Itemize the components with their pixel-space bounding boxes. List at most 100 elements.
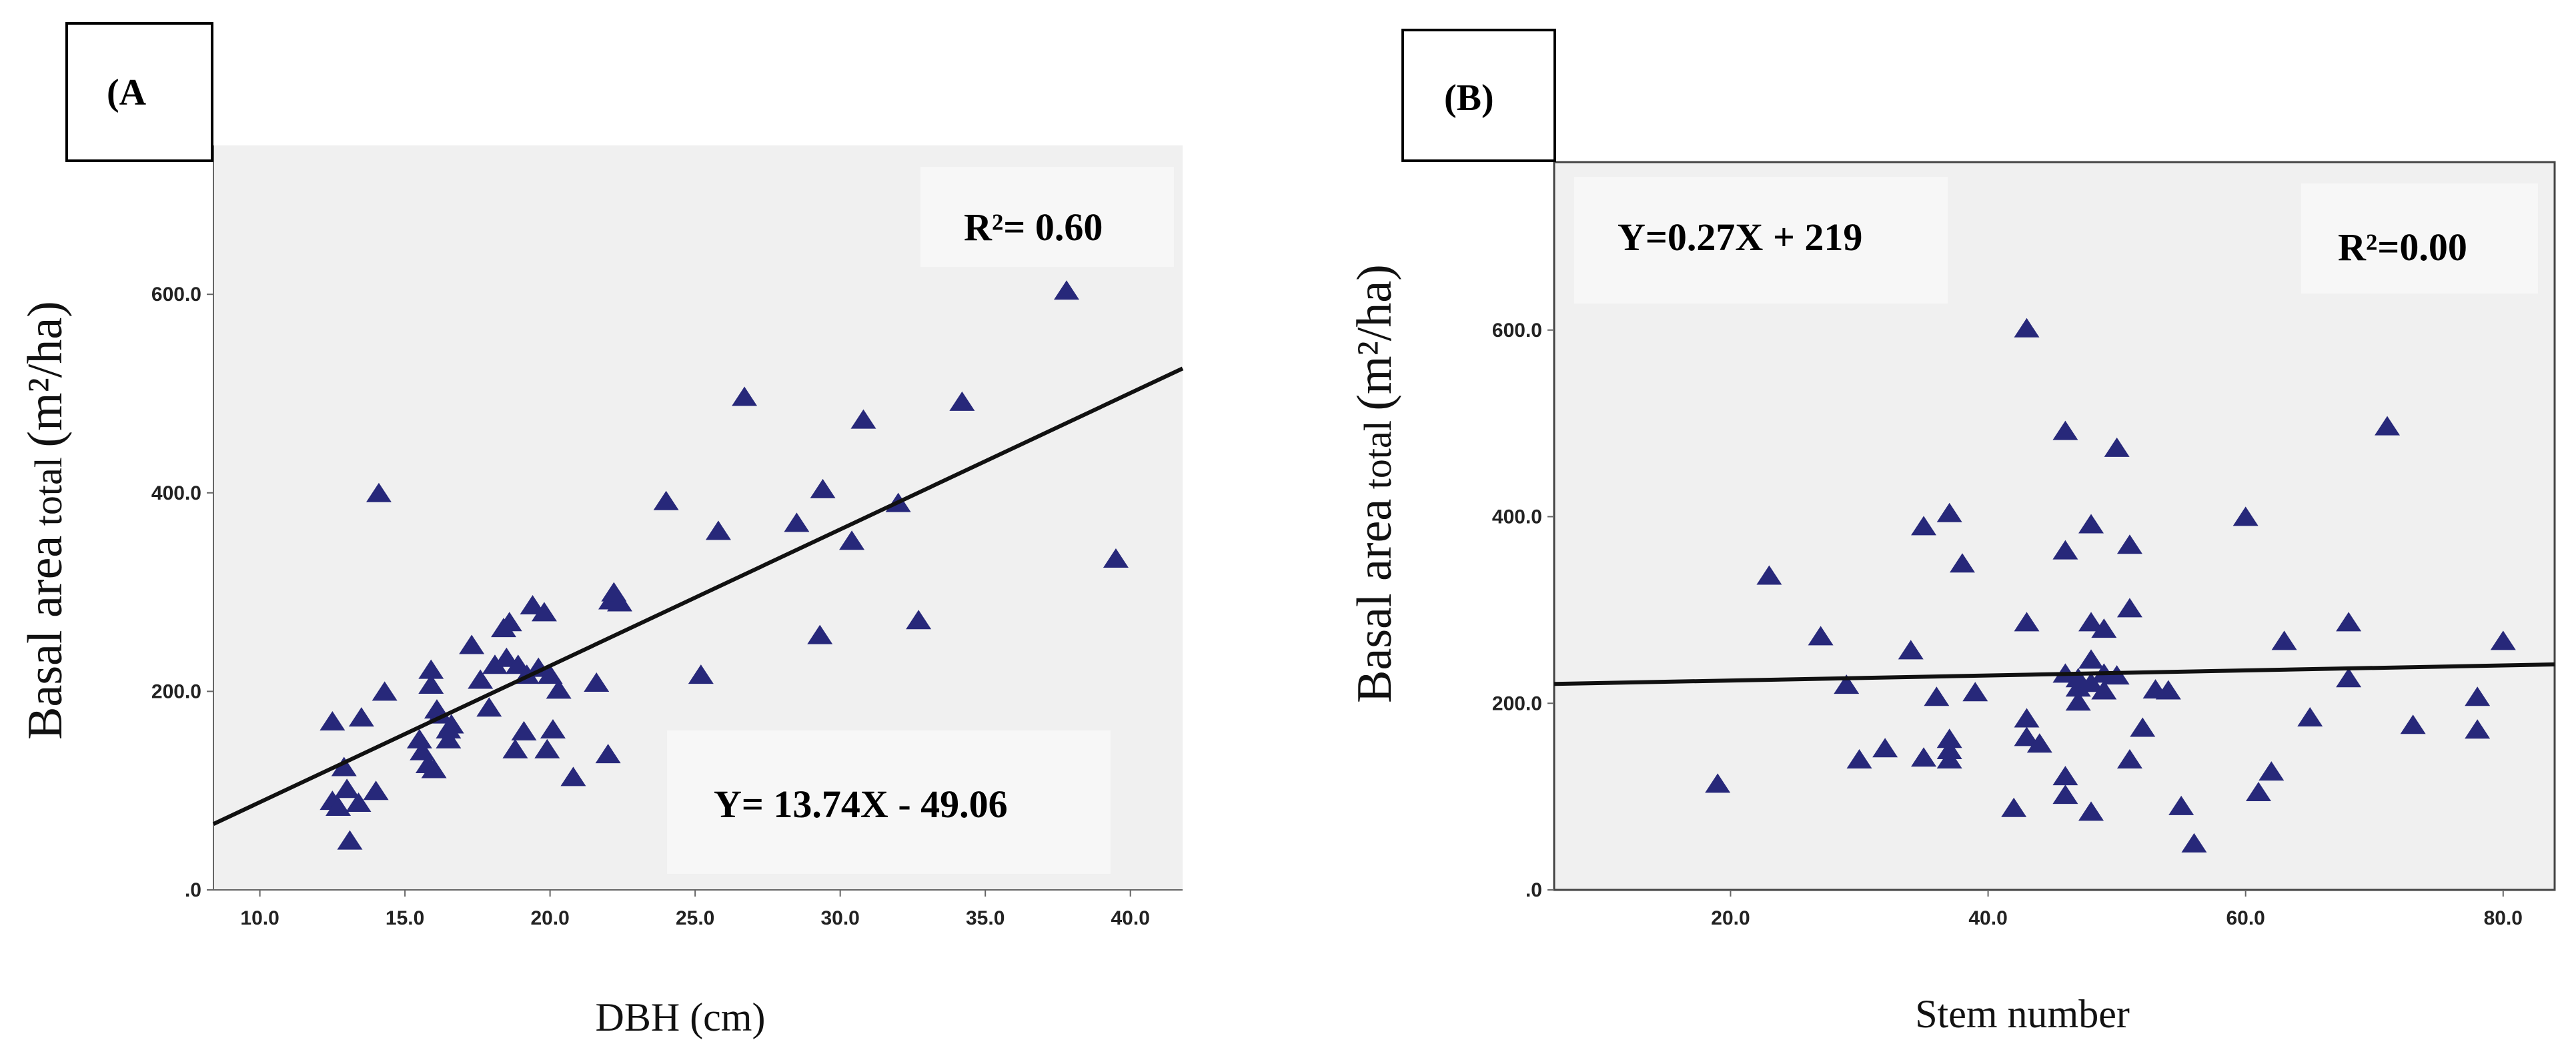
data-point-b [2116, 748, 2142, 768]
data-point-a [468, 669, 494, 689]
data-point-a [438, 714, 464, 734]
data-point-a [496, 612, 522, 632]
panel-label-a: (A [107, 72, 147, 113]
y-title-unit-b: (m²/ha) [1347, 264, 1402, 410]
y-axis-title-a: Basal area total (m²/ha) [18, 301, 73, 740]
data-point-b [1872, 738, 1898, 758]
data-point-b [2271, 630, 2297, 650]
data-point-b [2078, 672, 2104, 692]
data-point-b [2375, 416, 2401, 436]
data-point-a [537, 664, 563, 684]
data-point-b [2052, 540, 2078, 560]
panel-label-box-b [1401, 29, 1556, 162]
data-point-b [2116, 534, 2142, 554]
data-point-b [2065, 668, 2091, 688]
x-axis-title-a: DBH (cm) [596, 995, 766, 1039]
data-point-a [476, 697, 502, 717]
panel-b: 20.0 40.0 60.0 80.0 .0 200.0 400.0 600.0 Y=0.2… [1347, 29, 2556, 1036]
data-point-a [494, 647, 520, 667]
data-point-a [540, 718, 566, 738]
y-ticks-a: .0 200.0 400.0 600.0 [151, 284, 213, 901]
points-b [1705, 318, 2516, 853]
data-point-b [2026, 733, 2052, 753]
data-point-a [337, 830, 363, 850]
data-point-b [2400, 714, 2426, 734]
data-point-b [2052, 766, 2078, 786]
x-tick-label-b: 80.0 [2484, 907, 2523, 929]
data-point-b [2336, 668, 2362, 688]
data-point-b [2052, 784, 2078, 805]
data-point-a [705, 520, 731, 540]
data-point-a [906, 610, 932, 630]
data-point-a [502, 738, 528, 758]
data-point-a [363, 780, 389, 801]
y-title-main-a: Basal area [18, 536, 73, 740]
data-point-b [1756, 565, 1782, 585]
y-axis-title-b: Basal area total (m²/ha) [1347, 264, 1402, 703]
y-tick-label-b: 200.0 [1492, 692, 1542, 714]
data-point-b [2065, 691, 2091, 711]
x-axis-title-b: Stem number [1915, 992, 2130, 1036]
equation-label-b: Y=0.27X + 219 [1618, 215, 1862, 259]
points-a [319, 280, 1129, 850]
data-point-a [546, 679, 572, 699]
data-point-a [1103, 548, 1129, 568]
x-tick-label-a: 30.0 [820, 907, 859, 929]
data-point-a [326, 796, 352, 817]
data-point-a [560, 766, 586, 786]
data-point-b [2155, 680, 2181, 700]
regression-line-a [212, 366, 1184, 826]
x-tick-label-a: 20.0 [530, 907, 569, 929]
r2-label-a: R²= 0.60 [964, 205, 1103, 249]
x-tick-label-b: 60.0 [2226, 907, 2265, 929]
panel-label-b: (B) [1444, 77, 1494, 119]
data-point-b [1911, 516, 1937, 536]
data-point-a [348, 707, 374, 727]
data-point-a [607, 592, 633, 612]
data-point-a [949, 391, 975, 411]
y-tick-label-a: 200.0 [151, 680, 201, 702]
data-point-a [531, 602, 557, 622]
data-point-b [2052, 420, 2078, 440]
data-point-b [1808, 626, 1834, 646]
data-point-b [2297, 707, 2323, 727]
data-point-b [2001, 797, 2027, 817]
data-point-b [2232, 506, 2259, 526]
data-point-b [1924, 686, 1950, 706]
y-title-sub-a: total [27, 448, 70, 536]
data-point-a [331, 756, 357, 776]
panel-label-box-a [65, 22, 213, 162]
data-point-a [784, 512, 810, 532]
x-ticks-a: 10.0 15.0 20.0 25.0 30.0 35.0 40.0 [240, 890, 1150, 929]
equation-box-a [667, 730, 1111, 874]
data-point-b [2116, 598, 2142, 618]
y-tick-label-b: 600.0 [1492, 320, 1542, 342]
data-point-b [2336, 612, 2362, 632]
data-point-b [2014, 318, 2040, 338]
data-point-b [1911, 747, 1937, 767]
data-point-a [436, 728, 462, 748]
data-point-b [2078, 649, 2104, 669]
data-point-a [459, 634, 485, 654]
data-point-a [1053, 280, 1079, 300]
data-point-b [2465, 719, 2491, 739]
x-tick-label-a: 10.0 [240, 907, 279, 929]
data-point-b [1898, 640, 1924, 660]
data-point-a [850, 409, 876, 429]
data-point-b [2130, 717, 2156, 737]
data-point-a [653, 490, 679, 510]
data-point-b [2465, 686, 2491, 706]
data-point-a [319, 711, 346, 731]
y-title-unit-a: (m²/ha) [18, 301, 73, 447]
data-point-a [688, 664, 714, 684]
data-point-b [1936, 728, 1962, 748]
data-point-a [839, 530, 865, 550]
x-tick-label-a: 25.0 [676, 907, 714, 929]
data-point-a [520, 594, 546, 614]
y-title-main-b: Basal area [1347, 499, 1402, 703]
data-point-b [2245, 781, 2271, 801]
r2-box-a [920, 167, 1174, 267]
panel-a: 10.0 15.0 20.0 25.0 30.0 35.0 40.0 .0 200.0 400.… [18, 22, 1184, 1039]
data-point-b [1846, 748, 1872, 768]
data-point-a [421, 758, 447, 778]
